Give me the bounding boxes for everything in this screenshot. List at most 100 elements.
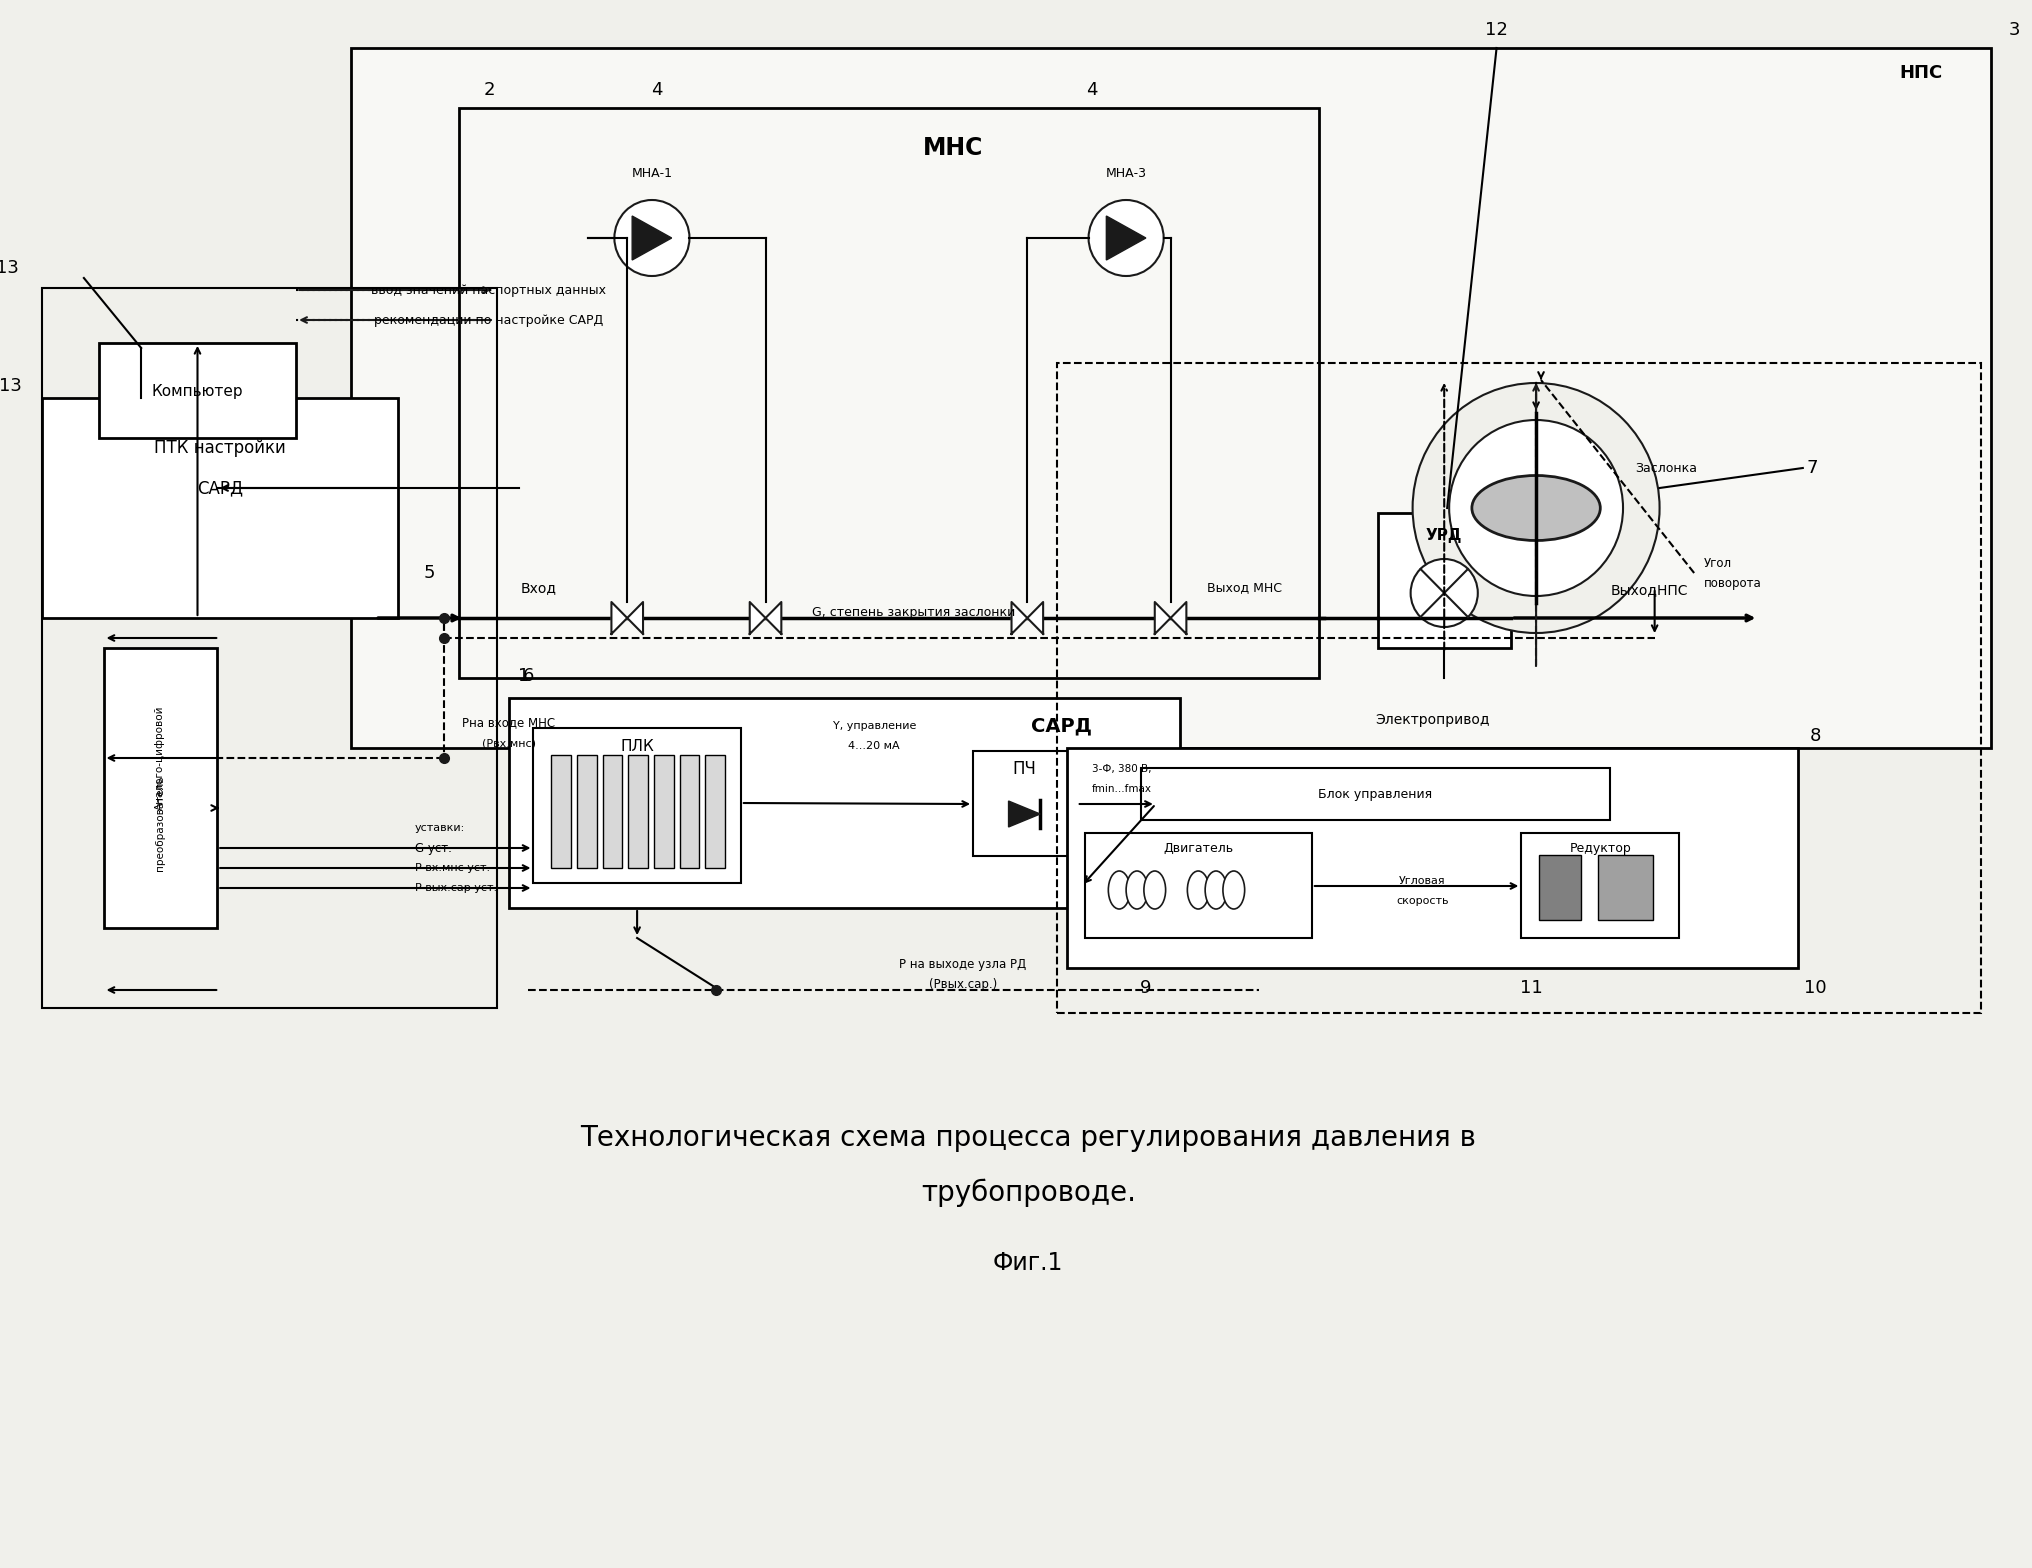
Text: МНА-3: МНА-3 [1105, 166, 1146, 179]
Polygon shape [1154, 602, 1170, 633]
Text: G, степень закрытия заслонки: G, степень закрытия заслонки [811, 605, 1014, 618]
Polygon shape [612, 602, 628, 633]
Text: ПЧ: ПЧ [1012, 760, 1036, 778]
Text: 2: 2 [484, 82, 494, 99]
Text: Технологическая схема процесса регулирования давления в: Технологическая схема процесса регулиров… [579, 1124, 1475, 1152]
Text: ПТК настройки: ПТК настройки [154, 439, 287, 456]
Text: трубопроводе.: трубопроводе. [920, 1179, 1136, 1207]
Bar [1597, 855, 1652, 920]
Text: Угол: Угол [1703, 557, 1731, 569]
Bar [679, 756, 699, 869]
Circle shape [1412, 383, 1658, 633]
Polygon shape [766, 602, 780, 633]
Text: Двигатель: Двигатель [1162, 842, 1233, 855]
Circle shape [1410, 560, 1477, 627]
Bar [1520, 833, 1678, 938]
Text: ВыходНПС: ВыходНПС [1609, 583, 1689, 597]
Text: 5: 5 [425, 564, 435, 582]
Bar [459, 108, 1319, 677]
Text: 8: 8 [1808, 728, 1821, 745]
Text: 4: 4 [650, 82, 662, 99]
Text: 3: 3 [2008, 20, 2020, 39]
Bar [350, 49, 1989, 748]
Text: Угловая: Угловая [1398, 877, 1445, 886]
Ellipse shape [1471, 475, 1599, 541]
Polygon shape [632, 216, 671, 260]
Bar [973, 751, 1077, 856]
Text: скорость: скорость [1396, 895, 1449, 906]
Text: Выход МНС: Выход МНС [1207, 582, 1282, 594]
Ellipse shape [1187, 870, 1209, 909]
Bar [1067, 748, 1796, 967]
Polygon shape [1008, 801, 1040, 826]
Text: (Рвых.сар.): (Рвых.сар.) [929, 977, 998, 991]
Bar [628, 756, 648, 869]
Text: МНС: МНС [923, 136, 983, 160]
Polygon shape [1026, 602, 1042, 633]
Bar [1378, 513, 1510, 648]
Ellipse shape [1126, 870, 1148, 909]
Bar [1057, 364, 1979, 1013]
Text: Р вых.сар уст.: Р вых.сар уст. [415, 883, 496, 894]
Text: НПС: НПС [1898, 64, 1943, 82]
Text: 11: 11 [1520, 978, 1542, 997]
Bar [532, 728, 740, 883]
Text: Редуктор: Редуктор [1569, 842, 1630, 855]
Text: Вход: Вход [520, 582, 557, 594]
Text: 13: 13 [0, 376, 22, 395]
Text: Электропривод: Электропривод [1374, 713, 1489, 728]
Text: 3-Ф, 380 В,: 3-Ф, 380 В, [1091, 764, 1150, 775]
Text: 4...20 мА: 4...20 мА [847, 742, 900, 751]
Polygon shape [1012, 602, 1026, 633]
Text: Заслонка: Заслонка [1634, 461, 1697, 475]
Text: G уст.: G уст. [415, 842, 451, 855]
Text: САРД: САРД [197, 478, 244, 497]
Text: уставки:: уставки: [415, 823, 465, 833]
Text: Р на выходе узла РД: Р на выходе узла РД [898, 958, 1026, 971]
Ellipse shape [1107, 870, 1130, 909]
Bar [43, 398, 398, 618]
Ellipse shape [1144, 870, 1164, 909]
Bar [577, 756, 595, 869]
Bar [654, 756, 673, 869]
Bar [1140, 768, 1609, 820]
Bar [601, 756, 622, 869]
Ellipse shape [1223, 870, 1244, 909]
Polygon shape [628, 602, 642, 633]
Text: ввод значений паспортных данных: ввод значений паспортных данных [372, 284, 606, 296]
Bar [1538, 855, 1579, 920]
Text: fmin...fmax: fmin...fmax [1091, 784, 1150, 793]
Bar [508, 698, 1181, 908]
Text: Блок управления: Блок управления [1317, 787, 1431, 801]
Bar [1085, 833, 1311, 938]
Polygon shape [1170, 602, 1187, 633]
Text: Фиг.1: Фиг.1 [994, 1251, 1063, 1275]
Text: УРД: УРД [1424, 527, 1461, 543]
Circle shape [1449, 420, 1622, 596]
Text: Рна входе МНС: Рна входе МНС [461, 717, 555, 729]
Bar [100, 343, 297, 437]
Text: Аналого-цифровой: Аналого-цифровой [154, 706, 165, 811]
Text: 1: 1 [518, 666, 528, 685]
Text: Y, управление: Y, управление [831, 721, 916, 731]
Bar [104, 648, 217, 928]
Circle shape [614, 201, 689, 276]
Text: (Рвх.мнс): (Рвх.мнс) [482, 739, 534, 748]
Text: ПЛК: ПЛК [620, 739, 654, 754]
Ellipse shape [1205, 870, 1225, 909]
Text: преобразователь: преобразователь [154, 775, 165, 870]
Bar [551, 756, 571, 869]
Text: МНА-1: МНА-1 [632, 166, 673, 179]
Circle shape [1087, 201, 1162, 276]
Text: 12: 12 [1485, 20, 1508, 39]
Text: Р вх.мнс уст.: Р вх.мнс уст. [415, 862, 490, 873]
Bar [705, 756, 725, 869]
Text: поворота: поворота [1703, 577, 1762, 590]
Text: САРД: САРД [1030, 717, 1091, 735]
Text: 13: 13 [0, 259, 18, 278]
Bar [43, 289, 496, 1008]
Text: 4: 4 [1085, 82, 1097, 99]
Polygon shape [750, 602, 766, 633]
Text: 10: 10 [1804, 978, 1827, 997]
Polygon shape [1105, 216, 1146, 260]
